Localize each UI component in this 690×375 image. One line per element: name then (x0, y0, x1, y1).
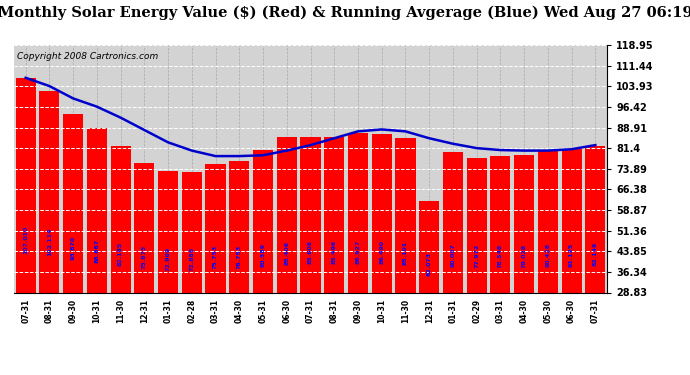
Bar (372, 134, 392, 292)
Text: 107.010: 107.010 (23, 226, 28, 254)
Bar (253, 150, 273, 292)
Bar (491, 156, 511, 292)
Bar (39, 91, 59, 292)
Text: Copyright 2008 Cartronics.com: Copyright 2008 Cartronics.com (17, 53, 158, 62)
Bar (110, 146, 130, 292)
Text: 80.428: 80.428 (545, 243, 551, 267)
Text: 75.875: 75.875 (142, 245, 147, 269)
Bar (158, 171, 178, 292)
Text: 81.125: 81.125 (569, 242, 574, 267)
Bar (16, 78, 36, 292)
Bar (395, 138, 415, 292)
Text: 88.867: 88.867 (95, 238, 99, 263)
Bar (206, 164, 226, 292)
Bar (87, 128, 107, 292)
Text: 86.490: 86.490 (380, 240, 384, 264)
Text: 93.870: 93.870 (70, 236, 76, 260)
Text: 85.496: 85.496 (332, 240, 337, 264)
Bar (514, 154, 534, 292)
Text: 77.972: 77.972 (474, 244, 479, 268)
Text: 76.753: 76.753 (237, 244, 241, 269)
Text: 85.606: 85.606 (308, 240, 313, 264)
Bar (229, 161, 249, 292)
Text: 72.886: 72.886 (189, 246, 195, 271)
Text: 82.149: 82.149 (593, 242, 598, 266)
Bar (135, 163, 155, 292)
Bar (300, 136, 321, 292)
Bar (181, 171, 202, 292)
Bar (466, 158, 486, 292)
Text: 62.073: 62.073 (426, 252, 432, 276)
Text: 102.114: 102.114 (47, 228, 52, 256)
Text: 82.185: 82.185 (118, 242, 123, 266)
Text: 75.753: 75.753 (213, 245, 218, 269)
Text: 78.548: 78.548 (498, 244, 503, 268)
Text: 72.969: 72.969 (166, 246, 170, 271)
Text: 86.927: 86.927 (355, 240, 360, 264)
Bar (63, 114, 83, 292)
Bar (348, 133, 368, 292)
Text: 85.101: 85.101 (403, 240, 408, 265)
Bar (538, 151, 558, 292)
Bar (277, 137, 297, 292)
Bar (443, 152, 463, 292)
Text: 85.406: 85.406 (284, 240, 289, 264)
Text: 80.589: 80.589 (261, 243, 266, 267)
Bar (419, 201, 440, 292)
Text: Monthly Solar Energy Value ($) (Red) & Running Avgerage (Blue) Wed Aug 27 06:19: Monthly Solar Energy Value ($) (Red) & R… (0, 6, 690, 20)
Bar (562, 149, 582, 292)
Text: 79.028: 79.028 (522, 243, 526, 268)
Bar (585, 146, 605, 292)
Text: 80.007: 80.007 (451, 243, 455, 267)
Bar (324, 137, 344, 292)
